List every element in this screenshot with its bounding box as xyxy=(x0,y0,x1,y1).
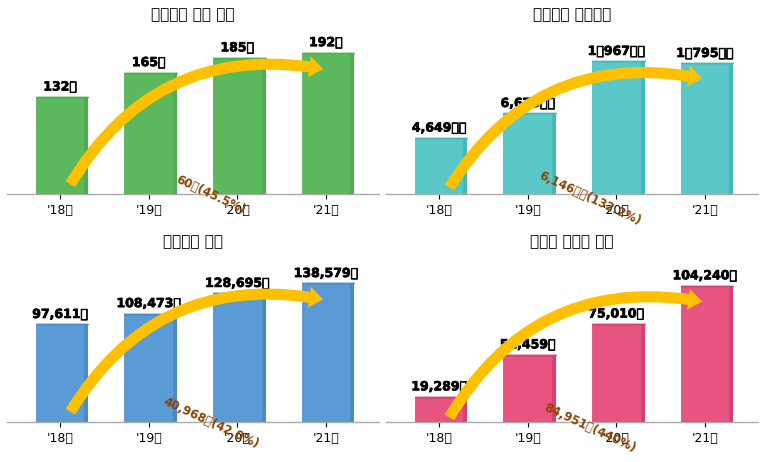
Bar xyxy=(415,138,464,195)
Bar xyxy=(503,113,552,195)
Text: 4,649억원: 4,649억원 xyxy=(412,122,467,134)
Text: 60개(45.5%): 60개(45.5%) xyxy=(174,173,248,217)
Bar xyxy=(729,63,733,195)
Text: 1조795억원: 1조795억원 xyxy=(676,47,734,60)
Text: 128,695개: 128,695개 xyxy=(205,277,269,290)
Bar xyxy=(729,286,733,422)
FancyArrowPatch shape xyxy=(444,289,702,420)
Bar xyxy=(262,293,265,422)
Title: 《좋은 일자리 수》: 《좋은 일자리 수》 xyxy=(530,235,614,249)
Text: 84,951개(440%): 84,951개(440%) xyxy=(542,401,638,456)
Bar xyxy=(262,58,265,195)
Bar xyxy=(213,293,262,422)
Text: 138,579개: 138,579개 xyxy=(294,267,358,280)
Title: 《일자리 수》: 《일자리 수》 xyxy=(163,235,223,249)
Bar xyxy=(681,63,729,195)
Text: 132개: 132개 xyxy=(44,80,77,93)
Bar xyxy=(350,283,354,422)
FancyArrowPatch shape xyxy=(444,66,702,190)
Bar xyxy=(503,355,552,422)
Bar xyxy=(350,53,354,195)
Bar xyxy=(173,314,177,422)
Bar xyxy=(213,58,262,195)
Text: 192개: 192개 xyxy=(309,36,343,49)
Bar xyxy=(173,73,177,195)
FancyArrowPatch shape xyxy=(66,287,323,414)
Text: 97,611개: 97,611개 xyxy=(32,308,88,321)
FancyArrowPatch shape xyxy=(66,57,323,187)
Bar xyxy=(640,324,645,422)
Bar xyxy=(36,324,84,422)
Bar xyxy=(36,97,84,195)
Bar xyxy=(415,397,464,422)
Text: 19,289개: 19,289개 xyxy=(412,380,467,393)
Bar xyxy=(592,324,640,422)
Text: 6,673억원: 6,673억원 xyxy=(500,97,555,110)
Text: 185개: 185개 xyxy=(220,41,254,55)
Text: 40,968개(42.0%): 40,968개(42.0%) xyxy=(161,395,261,450)
Text: 75,010개: 75,010개 xyxy=(588,308,644,321)
Bar xyxy=(592,61,640,195)
Bar xyxy=(640,61,645,195)
Text: 1조967억원: 1조967억원 xyxy=(588,45,645,58)
Text: 104,240개: 104,240개 xyxy=(672,269,737,282)
Bar xyxy=(464,397,467,422)
Bar xyxy=(464,138,467,195)
Bar xyxy=(552,355,556,422)
Bar xyxy=(125,314,173,422)
Bar xyxy=(552,113,556,195)
Title: 《일자리 사업 수》: 《일자리 사업 수》 xyxy=(151,7,235,22)
Text: 108,473개: 108,473개 xyxy=(116,297,181,310)
Title: 《일자리 예산액》: 《일자리 예산액》 xyxy=(533,7,611,22)
Text: 51,459개: 51,459개 xyxy=(500,338,555,351)
Bar xyxy=(84,97,89,195)
Bar xyxy=(301,283,350,422)
Bar xyxy=(125,73,173,195)
Bar xyxy=(84,324,89,422)
Bar xyxy=(301,53,350,195)
Text: 165개: 165개 xyxy=(132,56,165,69)
Bar xyxy=(681,286,729,422)
Text: 6,146억원(132.2%): 6,146억원(132.2%) xyxy=(536,169,643,228)
